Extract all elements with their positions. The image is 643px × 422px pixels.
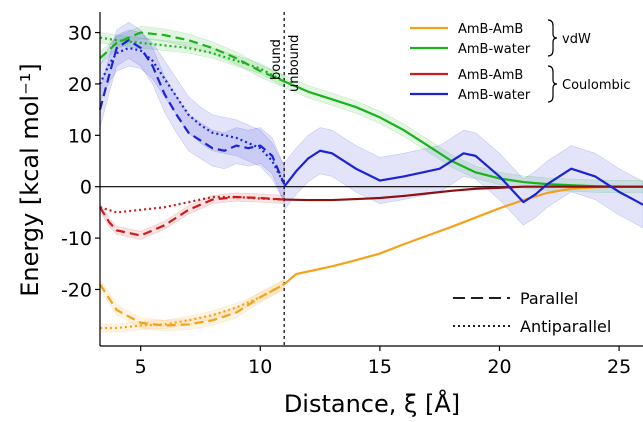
y-tick-label: 20 [68, 74, 92, 96]
series-line-red_dotted [99, 195, 285, 214]
band-green_solid [283, 74, 643, 194]
band-red_dashed [99, 192, 285, 240]
y-tick-label: -20 [61, 279, 92, 301]
x-tick-label: 5 [135, 356, 147, 378]
series-line-red_solid [284, 185, 643, 202]
series-line-orange_solid [283, 185, 643, 286]
legend-group-label: Coulombic [562, 78, 631, 93]
uncertainty-bands [99, 21, 643, 333]
legend: AmB-AmB AmB-water AmB-AmB AmB-water vdW Coulo… [410, 19, 631, 336]
legend-label: AmB-water [458, 42, 531, 57]
unbound-annotation: unbound [287, 35, 302, 92]
series-line-orange_dashed [99, 283, 285, 327]
y-tick-label: -10 [61, 228, 92, 250]
x-tick-label: 25 [607, 356, 631, 378]
legend-label: AmB-AmB [458, 68, 523, 83]
y-tick-label: 0 [80, 177, 92, 199]
band-blue_solid [283, 127, 643, 229]
x-axis-title: Distance, ξ [Å] [284, 389, 460, 418]
bound-annotation: bound [269, 39, 284, 80]
legend-label: AmB-water [458, 88, 531, 103]
series-line-green_dashed [99, 31, 285, 83]
legend-style-label: Parallel [520, 289, 578, 308]
series-line-blue_dashed [98, 39, 286, 185]
x-tick-label: 15 [368, 356, 392, 378]
series-line-orange_dotted [100, 283, 285, 330]
x-tick-label: 10 [248, 356, 272, 378]
legend-style-label: Antiparallel [520, 317, 611, 336]
legend-label: AmB-AmB [458, 22, 523, 37]
band-green_dashed [99, 26, 285, 88]
series-lines [98, 31, 643, 330]
series-line-green_dotted [99, 36, 285, 83]
legend-brace [547, 65, 558, 103]
x-tick-label: 20 [487, 356, 511, 378]
legend-group-label: vdW [562, 32, 591, 47]
y-axis-title: Energy [kcal mol⁻¹] [16, 63, 44, 297]
series-line-blue_dotted [99, 46, 286, 185]
band-blue_dotted [99, 29, 285, 203]
y-tick-label: 10 [68, 125, 92, 147]
band-blue_dashed [99, 21, 285, 203]
legend-brace [547, 19, 558, 57]
y-tick-label: 30 [68, 23, 92, 45]
axes: 5 10 15 20 25 30 20 10 0 -10 -20 [61, 12, 643, 378]
series-line-blue_solid [283, 149, 643, 206]
